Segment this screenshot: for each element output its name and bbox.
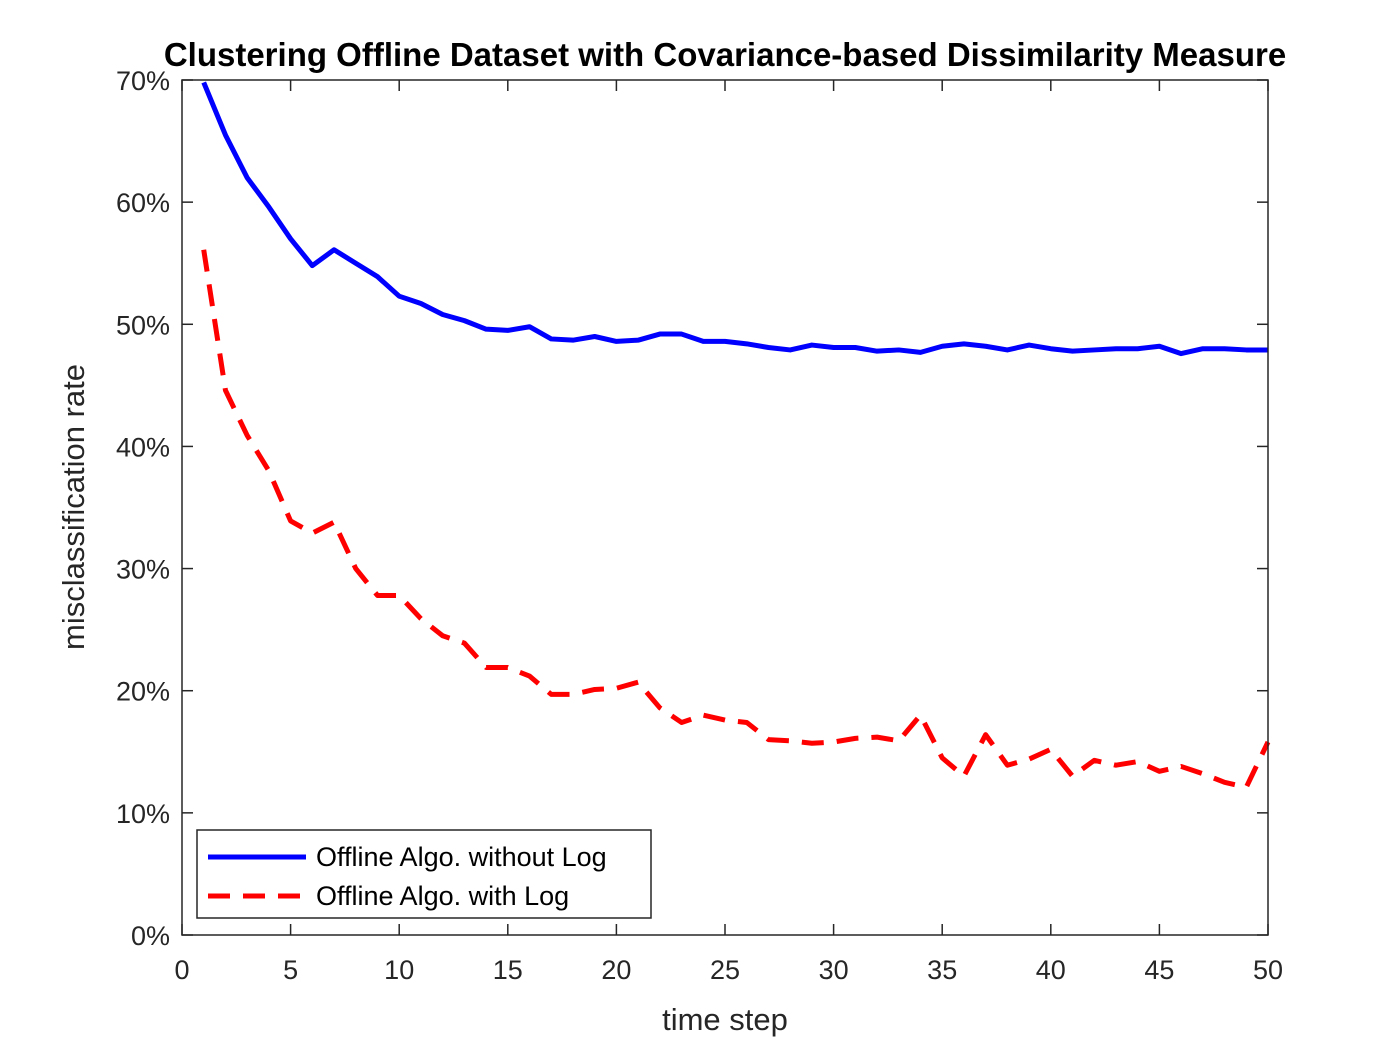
x-tick-label: 35	[927, 955, 957, 985]
y-tick-label: 60%	[116, 188, 170, 218]
series-layer	[201, 81, 1271, 790]
legend: Offline Algo. without Log Offline Algo. …	[196, 829, 652, 919]
x-tick-label: 25	[710, 955, 740, 985]
x-tick-label: 40	[1036, 955, 1066, 985]
ticks-layer: 0 5 10 15 20 25 30 35 40 45 50 0% 10% 20% 30% 40% 50% 60%…	[116, 66, 1283, 985]
y-axis-label: misclassification rate	[56, 364, 91, 650]
y-tick-label: 0%	[131, 921, 170, 951]
x-tick-label: 50	[1253, 955, 1283, 985]
series-line-without-log	[201, 81, 1268, 357]
y-tick-label: 50%	[116, 310, 170, 340]
y-tick-label: 30%	[116, 555, 170, 585]
x-tick-label: 15	[493, 955, 523, 985]
y-tick-label: 10%	[116, 799, 170, 829]
x-tick-label: 5	[283, 955, 298, 985]
legend-box	[196, 829, 652, 919]
y-tick-label: 40%	[116, 432, 170, 462]
x-tick-label: 10	[384, 955, 414, 985]
chart-title: Clustering Offline Dataset with Covarian…	[164, 36, 1286, 73]
x-tick-label: 30	[819, 955, 849, 985]
x-axis-label: time step	[662, 1002, 788, 1037]
y-tick-label: 20%	[116, 677, 170, 707]
legend-label-without-log: Offline Algo. without Log	[316, 842, 607, 872]
plot-area	[182, 80, 1268, 935]
x-tick-label: 20	[601, 955, 631, 985]
legend-label-with-log: Offline Algo. with Log	[316, 881, 569, 911]
x-tick-label: 0	[174, 955, 189, 985]
series-line-with-log	[201, 249, 1271, 790]
x-tick-label: 45	[1144, 955, 1174, 985]
y-tick-label: 70%	[116, 66, 170, 96]
